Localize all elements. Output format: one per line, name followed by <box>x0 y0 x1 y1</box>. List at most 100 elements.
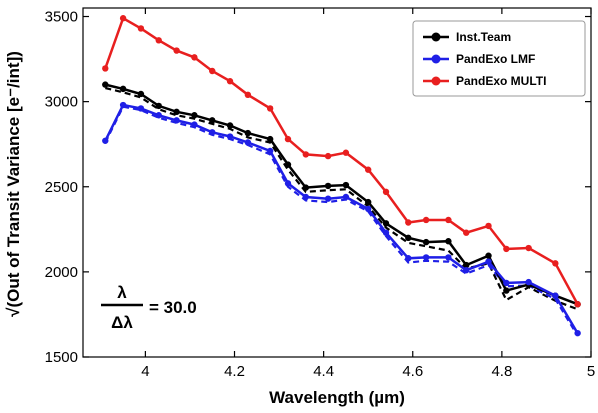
data-point-pandexo-lmf <box>364 205 372 213</box>
x-axis: 4 4.2 4.4 4.6 4.8 5 <box>141 8 595 380</box>
y-axis-label: √(Out of Transit Variance [e⁻/int]) <box>4 51 23 317</box>
data-point-pandexo-lmf <box>226 133 234 140</box>
data-point-pandexo-multi <box>102 65 109 72</box>
data-point-inst-team <box>382 220 390 227</box>
data-point-inst-team <box>503 287 510 294</box>
data-point-pandexo-multi <box>342 149 350 156</box>
data-point-pandexo-lmf <box>342 193 350 201</box>
data-point-pandexo-multi <box>302 151 310 158</box>
x-tick-label: 4.6 <box>402 363 423 380</box>
data-point-pandexo-lmf <box>209 129 216 136</box>
data-point-inst-team <box>266 135 274 143</box>
data-point-inst-team <box>302 184 310 191</box>
legend-swatch-marker <box>431 32 441 42</box>
data-point-pandexo-lmf <box>422 254 430 261</box>
data-point-pandexo-multi <box>119 15 127 22</box>
data-point-pandexo-multi <box>525 244 532 252</box>
data-point-pandexo-multi <box>574 301 581 308</box>
data-point-pandexo-lmf <box>266 147 274 155</box>
data-point-pandexo-lmf <box>191 121 198 128</box>
data-point-inst-team <box>463 261 470 269</box>
data-point-pandexo-lmf <box>244 139 252 146</box>
data-point-pandexo-lmf <box>173 117 180 124</box>
data-point-pandexo-lmf <box>102 137 109 144</box>
data-point-pandexo-lmf <box>302 193 310 201</box>
legend-swatch-marker <box>431 54 441 64</box>
x-tick-label: 4.4 <box>313 363 334 380</box>
data-point-inst-team <box>284 161 292 168</box>
data-point-inst-team <box>102 81 109 88</box>
data-point-inst-team <box>191 112 198 119</box>
data-point-pandexo-lmf <box>405 255 412 262</box>
data-point-inst-team <box>209 117 216 124</box>
data-point-inst-team <box>155 102 162 110</box>
y-tick-label: 3000 <box>45 94 78 111</box>
y-tick-label: 2500 <box>45 179 78 196</box>
data-point-pandexo-multi <box>226 78 234 85</box>
x-tick-label: 4.8 <box>491 363 512 380</box>
data-point-pandexo-lmf <box>485 258 492 265</box>
plot-frame <box>82 7 592 358</box>
y-tick-label: 3500 <box>45 9 78 26</box>
data-point-inst-team <box>173 108 180 116</box>
data-point-pandexo-multi <box>244 91 252 99</box>
data-point-pandexo-multi <box>155 37 162 44</box>
data-point-pandexo-lmf <box>463 266 470 274</box>
data-point-pandexo-lmf <box>137 105 145 112</box>
data-point-pandexo-multi <box>382 188 390 196</box>
data-point-inst-team <box>342 181 350 189</box>
data-point-pandexo-multi <box>503 245 510 253</box>
data-point-inst-team <box>405 234 412 242</box>
data-point-pandexo-multi <box>463 229 470 236</box>
data-point-pandexo-multi <box>324 152 332 160</box>
y-tick-label: 2000 <box>45 264 78 281</box>
dashed-series-line <box>104 105 579 337</box>
data-point-pandexo-lmf <box>155 112 162 119</box>
data-point-pandexo-lmf <box>525 278 532 286</box>
y-axis: 1500 2000 2500 3000 3500 <box>45 9 591 366</box>
data-point-pandexo-lmf <box>119 101 127 109</box>
data-point-pandexo-multi <box>405 219 412 226</box>
data-point-pandexo-lmf <box>382 229 390 236</box>
resolution-annotation: λ Δλ = 30.0 <box>101 283 197 332</box>
data-point-inst-team <box>422 238 430 246</box>
data-point-pandexo-lmf <box>284 180 292 187</box>
x-tick-label: 4.2 <box>224 363 245 380</box>
data-point-pandexo-multi <box>137 25 145 32</box>
x-axis-label: Wavelength (µm) <box>269 388 405 407</box>
data-point-pandexo-multi <box>422 216 430 224</box>
data-point-pandexo-multi <box>209 67 216 75</box>
data-point-pandexo-multi <box>266 105 274 112</box>
data-point-pandexo-lmf <box>574 329 581 337</box>
legend-entry-label: Inst.Team <box>456 30 511 44</box>
data-point-inst-team <box>226 122 234 129</box>
annotation-value: = 30.0 <box>149 298 197 317</box>
data-point-pandexo-lmf <box>503 279 510 287</box>
legend-entry-label: PandExo LMF <box>456 52 535 66</box>
legend-entry-label: PandExo MULTI <box>456 74 546 88</box>
data-point-inst-team <box>445 238 452 245</box>
x-tick-label: 4 <box>141 363 149 380</box>
data-point-pandexo-multi <box>364 166 372 173</box>
legend-swatch-marker <box>431 76 441 86</box>
plot-area <box>82 7 592 358</box>
data-point-pandexo-multi <box>552 260 559 267</box>
data-point-pandexo-lmf <box>324 195 332 202</box>
annotation-denominator: Δλ <box>111 313 133 332</box>
data-point-pandexo-multi <box>485 222 492 230</box>
x-tick-label: 5 <box>587 363 595 380</box>
data-point-inst-team <box>137 90 145 98</box>
data-point-inst-team <box>244 129 252 137</box>
data-point-pandexo-multi <box>173 47 180 54</box>
legend: Inst.Team PandExo LMF PandExo MULTI <box>412 20 586 97</box>
annotation-numerator: λ <box>117 283 127 302</box>
data-point-inst-team <box>324 182 332 190</box>
data-point-pandexo-multi <box>191 54 198 61</box>
data-point-inst-team <box>485 252 492 259</box>
data-point-inst-team <box>364 198 372 206</box>
data-point-inst-team <box>119 85 127 93</box>
y-tick-label: 1500 <box>45 349 78 366</box>
data-point-pandexo-multi <box>445 216 452 224</box>
data-point-pandexo-multi <box>284 135 292 143</box>
